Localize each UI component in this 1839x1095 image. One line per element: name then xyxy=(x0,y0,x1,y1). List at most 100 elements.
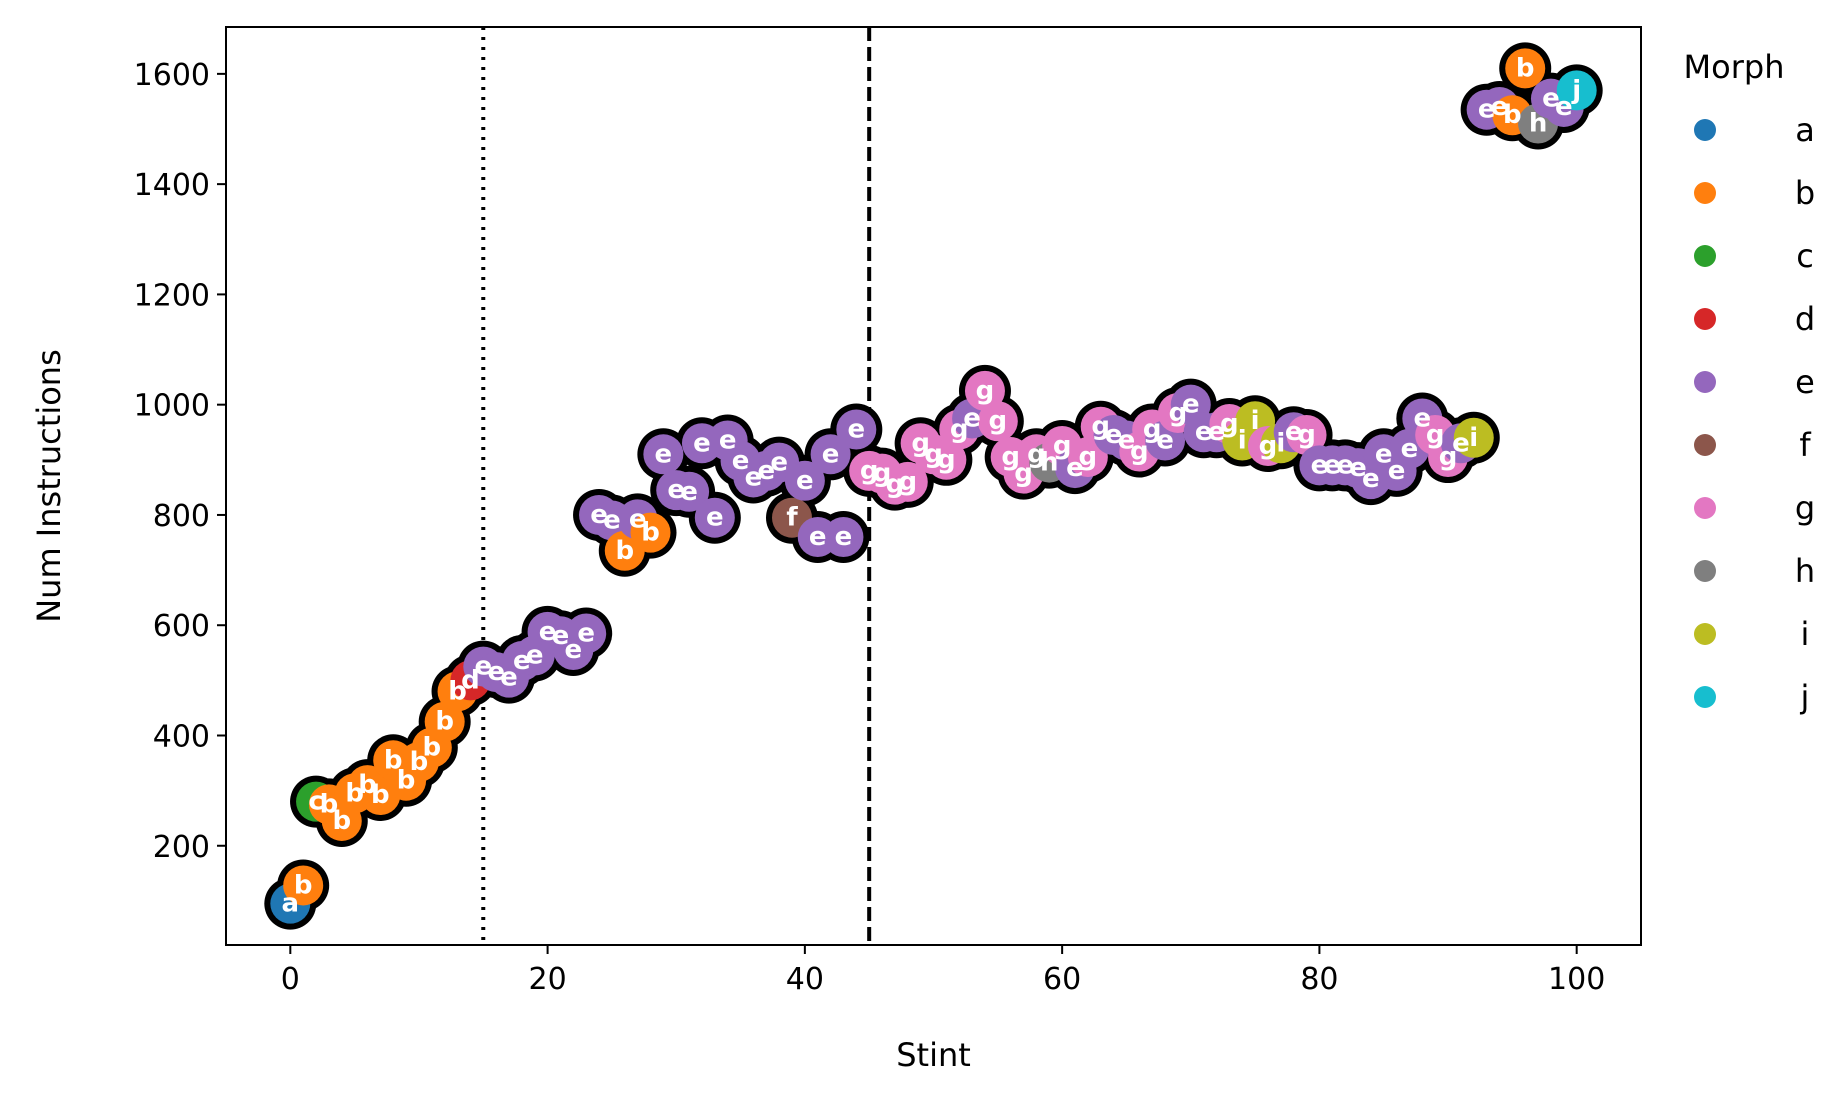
data-point-e xyxy=(669,471,710,512)
data-point-e xyxy=(643,434,684,475)
point-label: e xyxy=(1323,450,1341,480)
data-point-b xyxy=(630,512,671,553)
y-axis-title: Num Instructions xyxy=(30,349,68,623)
legend-label-j: j xyxy=(1800,678,1810,716)
point-label: g xyxy=(924,439,943,469)
point-label: e xyxy=(719,426,737,456)
point-label: e xyxy=(1413,403,1431,433)
point-label: e xyxy=(732,446,750,476)
point-label: b xyxy=(435,707,454,737)
point-label: g xyxy=(1027,439,1046,469)
point-fills xyxy=(270,48,1597,924)
point-label: e xyxy=(655,439,673,469)
legend-title: Morph xyxy=(1684,48,1785,86)
point-label: g xyxy=(1079,442,1098,472)
point-label: e xyxy=(539,617,557,647)
legend-label-h: h xyxy=(1795,552,1815,590)
point-label: g xyxy=(886,470,905,500)
point-label: b xyxy=(320,789,339,819)
y-tick-label: 1000 xyxy=(134,389,210,424)
point-label: e xyxy=(552,621,570,651)
data-point-e xyxy=(823,517,864,557)
data-point-g xyxy=(887,461,928,502)
point-label: g xyxy=(1426,420,1445,450)
point-label: e xyxy=(667,475,685,505)
point-label: e xyxy=(1362,464,1380,494)
point-label: e xyxy=(1066,453,1084,483)
y-axis-ticks: 200 400 600 800 1000 1200 1400 1600 xyxy=(134,58,226,865)
data-point-g xyxy=(977,401,1018,442)
point-label: e xyxy=(1452,428,1470,458)
point-label: b xyxy=(371,780,390,810)
point-label: e xyxy=(706,503,724,533)
point-label: i xyxy=(1469,423,1478,453)
point-label: e xyxy=(1208,417,1226,447)
point-label: g xyxy=(1091,412,1110,442)
data-point-j xyxy=(1556,70,1597,111)
data-point-i xyxy=(1453,417,1494,458)
legend-marker-d xyxy=(1694,308,1716,330)
point-label: g xyxy=(1220,409,1239,439)
point-label: e xyxy=(1491,92,1509,122)
point-label: e xyxy=(770,448,788,478)
point-label: b xyxy=(358,770,377,800)
point-label: e xyxy=(963,403,981,433)
point-label: b xyxy=(641,518,660,548)
data-point-b xyxy=(424,701,465,742)
point-label: e xyxy=(500,663,518,693)
data-point-e xyxy=(810,434,851,475)
point-label: g xyxy=(860,456,879,486)
data-point-b xyxy=(1505,48,1546,89)
point-label: e xyxy=(757,456,775,486)
point-label: e xyxy=(745,462,763,492)
point-label: e xyxy=(629,504,647,534)
point-label: e xyxy=(1401,434,1419,464)
point-labels: abcbbbbbbbbbbbdeeeeeeeeeeebebeeeeeeeeeef… xyxy=(282,53,1582,918)
point-label: g xyxy=(976,376,995,406)
y-tick-label: 800 xyxy=(153,499,210,534)
point-label: e xyxy=(1555,92,1573,122)
point-label: b xyxy=(345,778,364,808)
point-label: g xyxy=(873,459,892,489)
y-tick-label: 400 xyxy=(153,719,210,754)
point-label: b xyxy=(332,806,351,836)
point-label: b xyxy=(1516,53,1535,83)
point-label: e xyxy=(1195,417,1213,447)
point-label: e xyxy=(822,439,840,469)
point-label: e xyxy=(474,652,492,682)
point-label: e xyxy=(487,657,505,687)
point-label: e xyxy=(603,505,621,535)
y-tick-label: 600 xyxy=(153,609,210,644)
point-label: e xyxy=(1336,450,1354,480)
point-label: i xyxy=(1276,428,1285,458)
point-label: g xyxy=(898,467,917,497)
point-label: g xyxy=(1143,414,1162,444)
legend-label-e: e xyxy=(1795,363,1815,401)
data-point-e xyxy=(694,497,735,538)
y-tick-label: 1400 xyxy=(134,168,210,203)
legend-marker-i xyxy=(1694,623,1716,645)
data-point-e xyxy=(836,409,877,450)
point-label: i xyxy=(1238,426,1247,456)
point-label: g xyxy=(1014,459,1033,489)
x-tick-label: 100 xyxy=(1548,962,1605,997)
data-point-g xyxy=(1286,415,1327,455)
legend-label-g: g xyxy=(1795,489,1815,527)
point-label: c xyxy=(308,787,323,817)
point-label: a xyxy=(282,889,300,919)
legend-label-c: c xyxy=(1796,237,1814,275)
point-label: e xyxy=(564,635,582,665)
x-tick-label: 40 xyxy=(786,962,824,997)
point-label: b xyxy=(294,870,313,900)
point-label: e xyxy=(1542,84,1560,114)
point-label: e xyxy=(1311,450,1329,480)
data-point-e xyxy=(566,613,607,654)
point-label: g xyxy=(1053,431,1072,461)
point-label: b xyxy=(615,536,634,566)
point-label: g xyxy=(1001,442,1020,472)
x-tick-label: 0 xyxy=(281,962,300,997)
point-label: b xyxy=(1503,100,1522,130)
point-label: g xyxy=(1259,431,1278,461)
legend-marker-h xyxy=(1694,560,1716,582)
